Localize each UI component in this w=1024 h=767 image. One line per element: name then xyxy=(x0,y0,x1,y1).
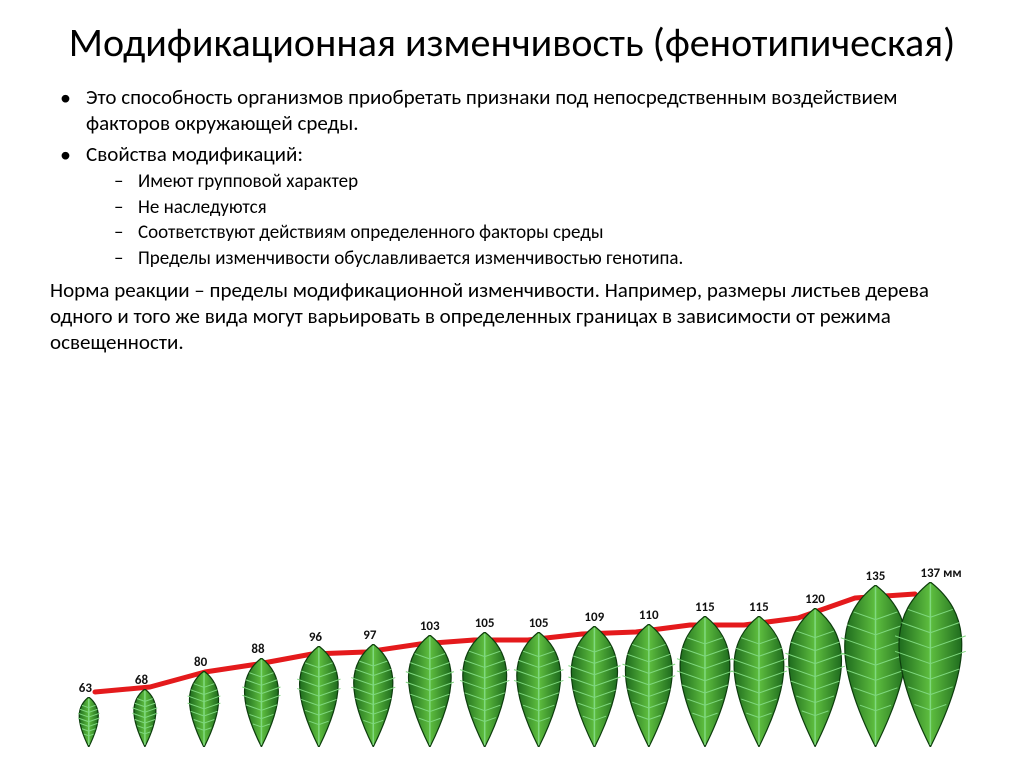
leaf-value-label: 103 xyxy=(420,619,440,634)
leaf-value-label: 135 xyxy=(866,569,886,584)
properties-bullet: Свойства модификаций: Имеют групповой ха… xyxy=(86,141,974,271)
leaf-value-label: 88 xyxy=(251,642,264,657)
leaf-value-label: 109 xyxy=(584,610,604,625)
leaf-item: 96 xyxy=(291,646,347,752)
slide-content: Это способность организмов приобретать п… xyxy=(50,84,974,356)
leaf-value-label: 110 xyxy=(639,608,659,623)
leaf-item: 88 xyxy=(237,658,286,752)
properties-label: Свойства модификаций: xyxy=(86,141,303,167)
leaf-value-label: 120 xyxy=(805,592,825,607)
leaf-value-label: 105 xyxy=(529,616,549,631)
leaf-value-label: 105 xyxy=(475,616,495,631)
leaf-item: 63 xyxy=(75,697,103,752)
properties-list: Имеют групповой характер Не наследуются … xyxy=(86,170,974,271)
leaf-item: 137 мм xyxy=(885,582,976,752)
leaf-value-label: 80 xyxy=(194,655,207,670)
leaf-item: 68 xyxy=(129,689,161,752)
property-item: Пределы изменчивости обуславливается изм… xyxy=(138,247,974,271)
property-item: Не наследуются xyxy=(138,196,974,220)
leaf-value-label: 63 xyxy=(79,681,92,696)
leaf-value-label: 137 мм xyxy=(920,566,961,581)
property-item: Соответствуют действиям определенного фа… xyxy=(138,221,974,245)
leaf-item: 80 xyxy=(183,671,225,752)
property-item: Имеют групповой характер xyxy=(138,170,974,194)
leaf-value-label: 97 xyxy=(363,628,376,643)
leaf-item: 103 xyxy=(399,635,461,752)
norm-reaction-text: Норма реакции – пределы модификационной … xyxy=(50,277,974,356)
leaf-value-label: 96 xyxy=(309,630,322,645)
leaf-size-chart: 63 68 80 xyxy=(70,522,960,752)
leaf-value-label: 68 xyxy=(135,673,148,688)
definition-bullet: Это способность организмов приобретать п… xyxy=(86,84,974,137)
leaf-value-label: 115 xyxy=(749,600,769,615)
slide-title: Модификационная изменчивость (фенотипиче… xyxy=(50,20,974,66)
leaf-value-label: 115 xyxy=(695,600,715,615)
leaf-item: 97 xyxy=(345,644,402,752)
